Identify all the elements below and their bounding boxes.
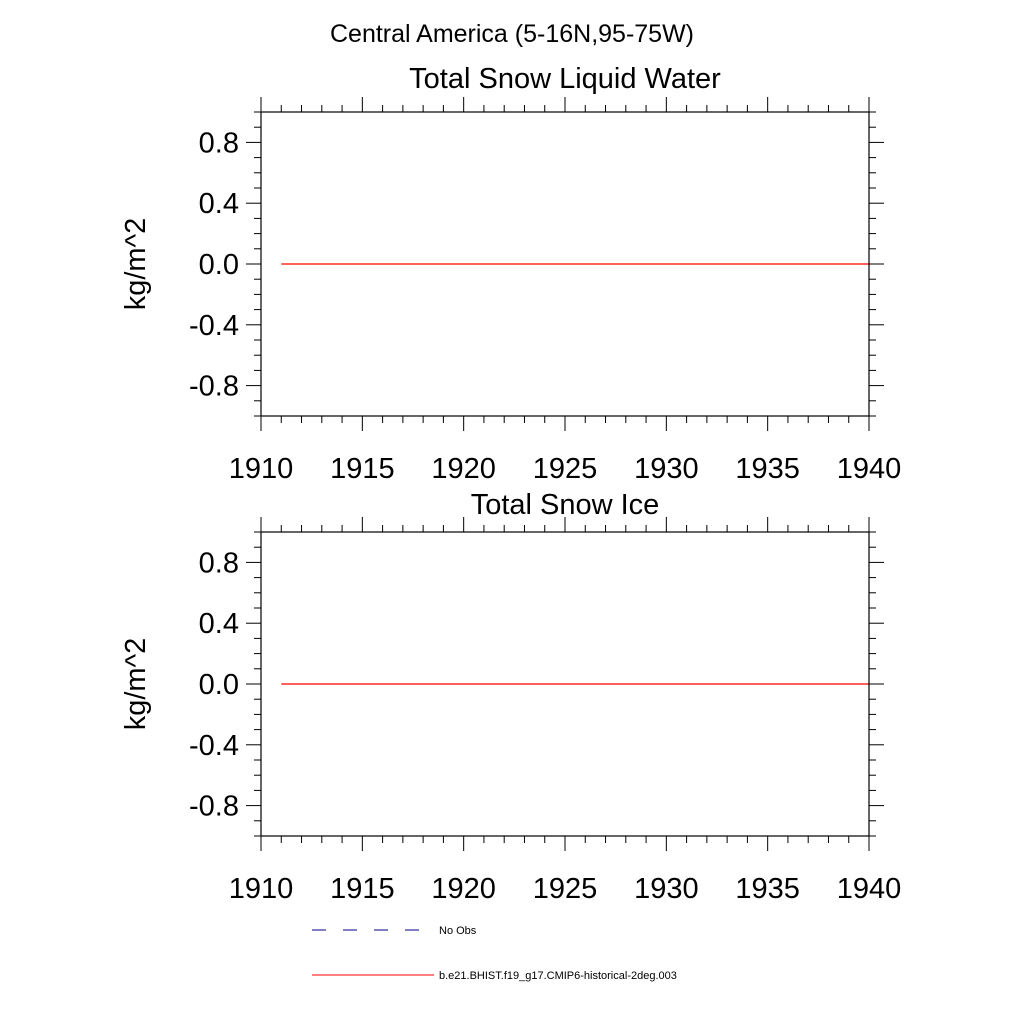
plot-frame [260,531,870,837]
plot-frame [260,111,870,417]
x-tick-label: 1915 [330,453,395,485]
panel-title: Total Snow Ice [471,489,660,521]
x-tick-label: 1925 [533,873,598,905]
y-tick-label: 0.0 [199,249,239,281]
y-axis-label: kg/m^2 [120,638,152,731]
x-tick-label: 1920 [431,453,496,485]
y-axis-label: kg/m^2 [120,218,152,311]
x-tick-label: 1910 [229,453,294,485]
panel-title: Total Snow Liquid Water [409,63,721,95]
x-tick-label: 1940 [837,873,902,905]
x-tick-label: 1920 [431,873,496,905]
y-tick-label: -0.4 [189,730,239,762]
x-tick-label: 1940 [837,453,902,485]
legend: No Obs b.e21.BHIST.f19_g17.CMIP6-histori… [312,925,677,982]
y-tick-label: 0.4 [199,608,239,640]
y-tick-label: 0.4 [199,188,239,220]
y-tick-label: 0.0 [199,669,239,701]
panel-snow-ice: Total Snow Ice kg/m^2 1910 1915 1920 1925 19… [120,489,901,905]
x-tick-label: 1935 [735,873,800,905]
x-tick-label: 1910 [229,873,294,905]
y-tick-label: -0.4 [189,310,239,342]
x-tick-label: 1930 [634,873,699,905]
legend-label-no-obs: No Obs [439,925,477,937]
y-tick-label: -0.8 [189,791,239,823]
y-tick-label: 0.8 [199,547,239,579]
legend-label-model: b.e21.BHIST.f19_g17.CMIP6-historical-2de… [439,970,677,982]
panel-snow-liquid-water: Total Snow Liquid Water kg/m^2 1910 1915 1… [120,63,901,485]
x-tick-label: 1930 [634,453,699,485]
figure-suptitle: Central America (5-16N,95-75W) [330,20,694,48]
x-tick-label: 1935 [735,453,800,485]
x-tick-label: 1915 [330,873,395,905]
y-tick-label: 0.8 [199,127,239,159]
x-tick-label: 1925 [533,453,598,485]
y-tick-label: -0.8 [189,371,239,403]
